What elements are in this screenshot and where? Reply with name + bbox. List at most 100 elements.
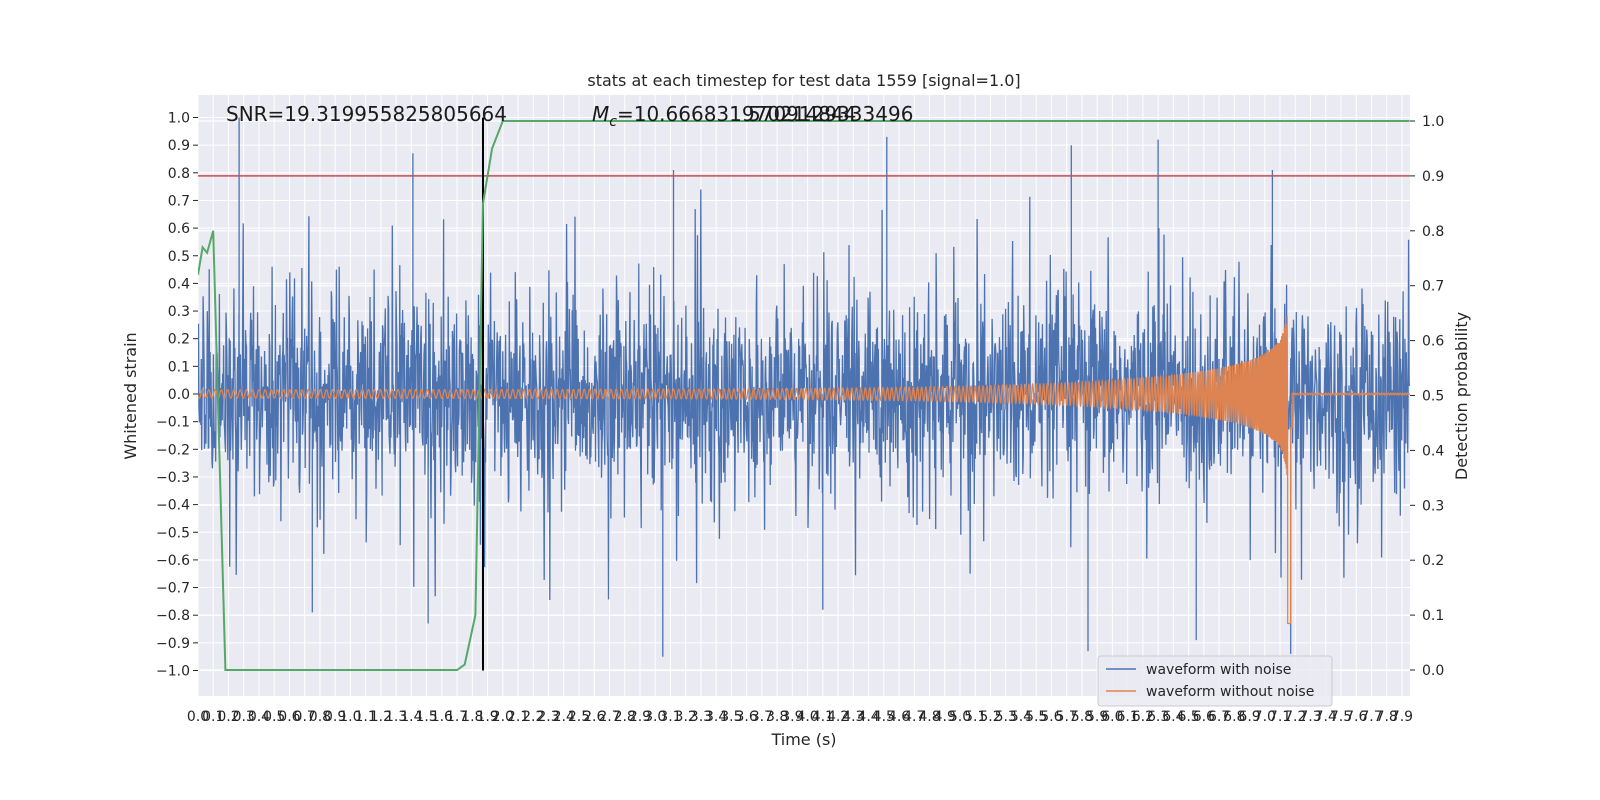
x-tick-label: 6.7 xyxy=(1208,709,1230,725)
x-tick-label: 0.5 xyxy=(263,709,285,725)
chirp-mass-annotation: Mc=10.666831970214844 xyxy=(592,102,856,130)
x-tick-label: 3.6 xyxy=(736,709,758,725)
y-tick-label: −0.1 xyxy=(156,415,190,431)
x-tick-label: 1.8 xyxy=(461,709,483,725)
x-tick-label: 7.5 xyxy=(1330,709,1352,725)
x-tick-label: 0.4 xyxy=(248,709,270,725)
x-tick-label: 2.7 xyxy=(598,709,620,725)
x-tick-label: 4.9 xyxy=(934,709,956,725)
y-tick-label: 0.5 xyxy=(168,249,190,265)
x-tick-label: 2.8 xyxy=(614,709,636,725)
x-tick-label: 7.0 xyxy=(1254,709,1276,725)
y2-tick-label: 0.4 xyxy=(1422,443,1444,459)
waveform-without-noise-line xyxy=(198,316,1410,625)
x-tick-label: 6.8 xyxy=(1223,709,1245,725)
y-tick-label: 0.4 xyxy=(168,276,190,292)
y2-axis-ticks: 0.0 0.1 0.2 0.3 0.4 0.5 0.6 0.7 0.8 0.9 1.0 xyxy=(1410,114,1444,679)
x-tick-label: 2.6 xyxy=(583,709,605,725)
detection-probability-line xyxy=(198,120,1410,671)
y-tick-label: −0.3 xyxy=(156,470,190,486)
y2-axis-label: Detection probability xyxy=(1452,312,1471,480)
x-tick-label: 0.0 xyxy=(187,709,209,725)
y-axis-ticks: −1.0 −0.9 −0.8 −0.7 −0.6 −0.5 −0.4 −0.3 −0.2 −0.1… xyxy=(156,111,198,680)
y-tick-label: −0.4 xyxy=(156,498,190,514)
y-tick-label: 0.6 xyxy=(168,221,190,237)
legend-label-noise: waveform with noise xyxy=(1146,662,1291,678)
x-tick-label: 3.3 xyxy=(690,709,712,725)
x-tick-label: 5.7 xyxy=(1056,709,1078,725)
y-tick-label: 0.7 xyxy=(168,193,190,209)
legend-label-clean: waveform without noise xyxy=(1146,684,1314,700)
x-tick-label: 1.7 xyxy=(446,709,468,725)
y2-tick-label: 0.8 xyxy=(1422,224,1444,240)
x-tick-label: 3.1 xyxy=(659,709,681,725)
y-tick-label: 0.9 xyxy=(168,138,190,154)
snr-annotation: SNR=19.319955825805664 xyxy=(226,102,507,126)
x-tick-label: 7.9 xyxy=(1391,709,1413,725)
x-tick-label: 4.7 xyxy=(903,709,925,725)
x-tick-label: 1.9 xyxy=(476,709,498,725)
x-tick-label: 6.4 xyxy=(1162,709,1184,725)
y-tick-label: −0.9 xyxy=(156,636,190,652)
x-tick-label: 3.0 xyxy=(644,709,666,725)
x-tick-label: 7.8 xyxy=(1376,709,1398,725)
x-tick-label: 2.4 xyxy=(553,709,575,725)
overlap-annotation: 5709129333496 xyxy=(748,102,913,126)
legend: waveform with noise waveform without noi… xyxy=(1097,655,1333,707)
y-tick-label: −0.5 xyxy=(156,525,190,541)
x-tick-label: 4.8 xyxy=(918,709,940,725)
x-tick-label: 5.1 xyxy=(964,709,986,725)
x-tick-label: 5.4 xyxy=(1010,709,1032,725)
x-tick-label: 7.4 xyxy=(1315,709,1337,725)
x-tick-label: 3.2 xyxy=(675,709,697,725)
y-tick-label: −0.6 xyxy=(156,553,190,569)
x-tick-label: 3.8 xyxy=(766,709,788,725)
x-tick-label: 0.7 xyxy=(294,709,316,725)
y-tick-label: 1.0 xyxy=(168,111,190,127)
y-tick-label: 0.3 xyxy=(168,304,190,320)
x-tick-label: 0.6 xyxy=(278,709,300,725)
x-tick-label: 5.6 xyxy=(1040,709,1062,725)
x-tick-label: 4.0 xyxy=(796,709,818,725)
x-tick-label: 4.1 xyxy=(812,709,834,725)
x-tick-label: 3.5 xyxy=(720,709,742,725)
x-tick-label: 5.0 xyxy=(949,709,971,725)
y2-tick-label: 0.7 xyxy=(1422,279,1444,295)
x-tick-label: 0.3 xyxy=(233,709,255,725)
x-tick-label: 2.9 xyxy=(629,709,651,725)
x-tick-label: 5.2 xyxy=(979,709,1001,725)
x-tick-label: 3.9 xyxy=(781,709,803,725)
y-tick-label: 0.0 xyxy=(168,387,190,403)
x-tick-label: 0.9 xyxy=(324,709,346,725)
x-tick-label: 4.2 xyxy=(827,709,849,725)
y-axis-label: Whitened strain xyxy=(121,332,140,459)
x-tick-label: 6.0 xyxy=(1101,709,1123,725)
x-axis-ticks: 0.00.10.20.30.40.50.60.70.80.91.01.11.21… xyxy=(187,709,1413,725)
x-tick-label: 5.8 xyxy=(1071,709,1093,725)
x-tick-label: 2.3 xyxy=(537,709,559,725)
x-axis-label: Time (s) xyxy=(770,730,836,749)
x-tick-label: 7.7 xyxy=(1360,709,1382,725)
x-tick-label: 5.5 xyxy=(1025,709,1047,725)
x-tick-label: 6.3 xyxy=(1147,709,1169,725)
x-tick-label: 7.6 xyxy=(1345,709,1367,725)
x-tick-label: 6.5 xyxy=(1177,709,1199,725)
x-tick-label: 7.2 xyxy=(1284,709,1306,725)
chart-title: stats at each timestep for test data 155… xyxy=(587,71,1020,90)
x-tick-label: 0.2 xyxy=(217,709,239,725)
y-tick-label: −0.7 xyxy=(156,581,190,597)
x-tick-label: 2.2 xyxy=(522,709,544,725)
x-tick-label: 1.2 xyxy=(370,709,392,725)
x-tick-label: 4.3 xyxy=(842,709,864,725)
legend-box xyxy=(1097,655,1333,707)
x-tick-label: 1.6 xyxy=(431,709,453,725)
y2-tick-label: 0.5 xyxy=(1422,389,1444,405)
x-tick-label: 4.6 xyxy=(888,709,910,725)
y2-tick-label: 0.6 xyxy=(1422,334,1444,350)
x-tick-label: 0.8 xyxy=(309,709,331,725)
waveform-with-noise-line xyxy=(198,117,1410,657)
x-tick-label: 1.0 xyxy=(339,709,361,725)
x-tick-label: 5.9 xyxy=(1086,709,1108,725)
x-tick-label: 6.6 xyxy=(1193,709,1215,725)
